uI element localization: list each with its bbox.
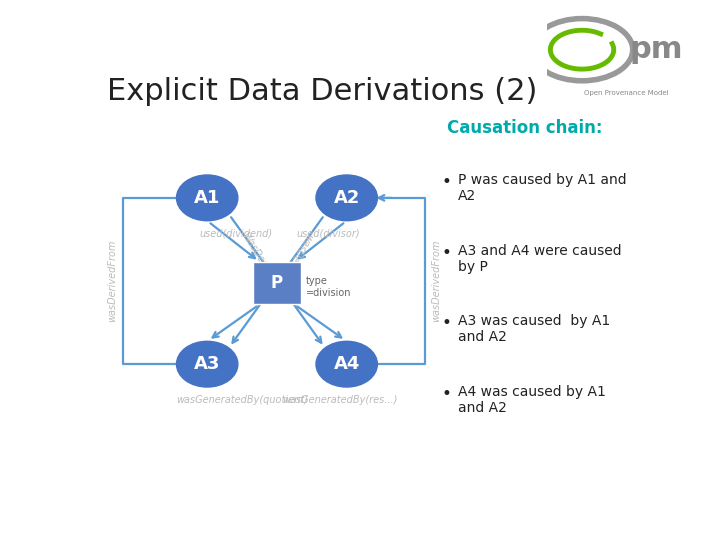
Circle shape — [316, 341, 377, 387]
Circle shape — [176, 175, 238, 221]
Text: A3 was caused  by A1
and A2: A3 was caused by A1 and A2 — [459, 314, 611, 345]
Text: wasDerivedFrom: wasDerivedFrom — [431, 240, 441, 322]
Text: wasDerivedFrom: wasDerivedFrom — [107, 240, 117, 322]
Text: WasDerivedFrom: WasDerivedFrom — [239, 231, 292, 307]
Circle shape — [176, 341, 238, 387]
Text: A2: A2 — [333, 189, 360, 207]
Text: used(dividend): used(dividend) — [200, 228, 273, 238]
Text: •: • — [441, 314, 451, 332]
Text: •: • — [441, 244, 451, 261]
Text: wasDerivedFrom: wasDerivedFrom — [262, 231, 314, 306]
FancyBboxPatch shape — [253, 262, 301, 304]
Text: A3: A3 — [194, 355, 220, 373]
Text: P: P — [271, 274, 283, 292]
Text: Causation chain:: Causation chain: — [447, 119, 603, 137]
Text: Explicit Data Derivations (2): Explicit Data Derivations (2) — [107, 77, 537, 106]
Text: wasGeneratedBy(res...): wasGeneratedBy(res...) — [282, 395, 397, 404]
Text: A1: A1 — [194, 189, 220, 207]
Text: •: • — [441, 173, 451, 191]
Text: P was caused by A1 and
A2: P was caused by A1 and A2 — [459, 173, 627, 203]
Text: A4: A4 — [333, 355, 360, 373]
Text: wasGeneratedBy(quotient): wasGeneratedBy(quotient) — [176, 395, 308, 404]
Text: used(divisor): used(divisor) — [297, 228, 360, 238]
Text: •: • — [441, 385, 451, 403]
Circle shape — [316, 175, 377, 221]
Text: A4 was caused by A1
and A2: A4 was caused by A1 and A2 — [459, 385, 606, 415]
Text: Open Provenance Model: Open Provenance Model — [584, 90, 669, 96]
Text: type
=division: type =division — [306, 276, 352, 298]
Text: A3 and A4 were caused
by P: A3 and A4 were caused by P — [459, 244, 622, 274]
Text: pm: pm — [629, 35, 683, 64]
